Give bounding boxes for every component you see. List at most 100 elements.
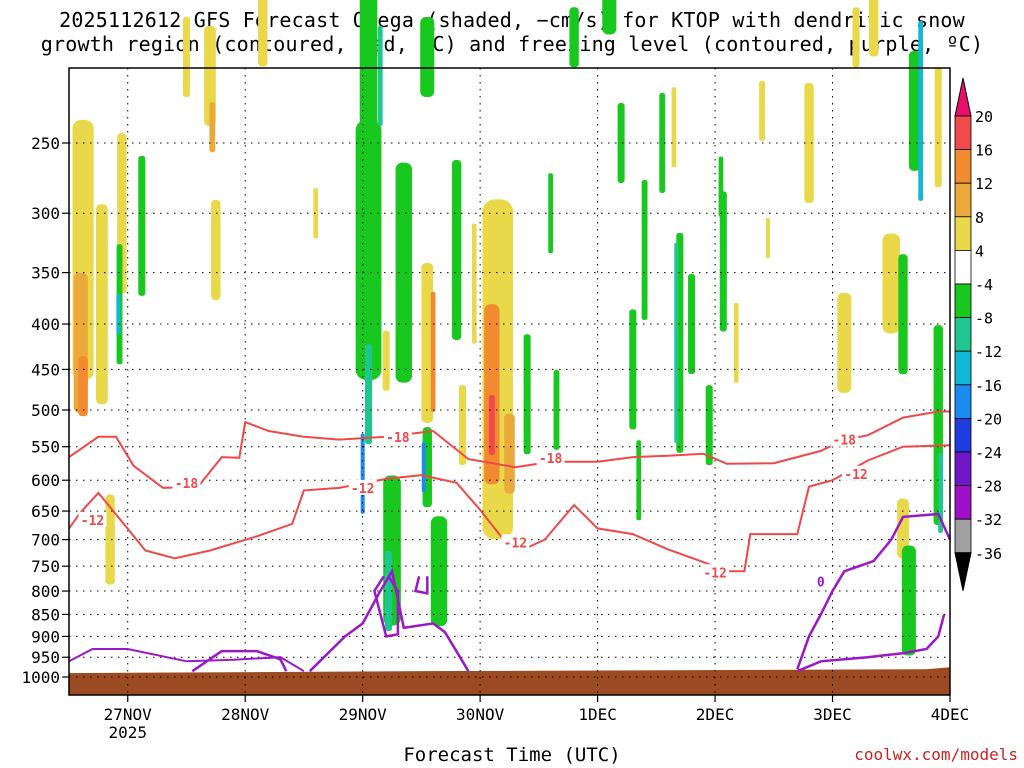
y-tick-label: 450 <box>31 360 60 379</box>
contour-label: -18 <box>539 452 563 467</box>
y-tick-label: 700 <box>31 531 60 550</box>
colorbar-bin <box>954 182 972 218</box>
omega-cell <box>897 498 909 559</box>
x-tick-label: 30NOV <box>456 705 505 724</box>
omega-cell <box>504 413 515 494</box>
colorbar-tick-label: -32 <box>975 511 1002 529</box>
omega-cell <box>617 103 625 183</box>
omega-shading <box>69 0 950 695</box>
omega-cell <box>484 304 500 485</box>
colorbar-tick-label: 20 <box>975 108 993 126</box>
omega-cell <box>938 452 943 533</box>
omega-cell <box>671 87 677 168</box>
omega-cell <box>451 159 462 340</box>
omega-cell <box>384 551 393 632</box>
omega-cell <box>602 0 617 35</box>
colorbar: 20 16 12 8 4 -4 -8 -12 -16 -20 -24 -28 -32 -36 <box>954 77 1002 591</box>
colorbar-bin <box>954 451 972 486</box>
x-axis-label: Forecast Time (UTC) <box>403 744 621 766</box>
omega-cell <box>395 162 413 383</box>
omega-cell <box>629 309 637 430</box>
omega-cell <box>420 17 435 98</box>
y-tick-label: 1000 <box>21 668 60 687</box>
omega-cell <box>688 274 696 375</box>
omega-cell <box>759 80 765 141</box>
colorbar-tick-label: -4 <box>975 276 993 294</box>
contour-label: -12 <box>844 468 867 483</box>
omega-cell <box>430 516 448 627</box>
colorbar-bin <box>954 317 972 352</box>
x-tick-label: 3DEC <box>813 705 852 724</box>
contour-label-bg <box>842 465 871 481</box>
omega-cell <box>204 25 216 126</box>
y-tick-label: 900 <box>31 627 60 646</box>
omega-cell <box>908 50 921 171</box>
contour-label-bg <box>536 449 565 465</box>
colorbar-bin <box>954 518 972 554</box>
omega-cell <box>365 344 373 445</box>
omega-cell <box>360 433 365 514</box>
colorbar-tick-label: 12 <box>975 175 993 193</box>
omega-cell <box>488 395 495 456</box>
contour-label: -18 <box>386 431 410 446</box>
contour-label: -12 <box>703 566 726 581</box>
omega-cell <box>553 370 560 450</box>
omega-cell <box>765 218 770 259</box>
x-tick-label: 27NOV <box>104 705 153 724</box>
x-tick-sublabel: 2025 <box>108 723 147 742</box>
omega-cell <box>258 0 268 67</box>
y-axis: 250 300 350 400 450 500 550 600 650 700 750 800 850 9… <box>21 134 69 687</box>
contour-label: 0 <box>817 575 825 590</box>
contour-label: -18 <box>175 477 199 492</box>
omega-cell <box>96 204 108 405</box>
contour-label-bg <box>348 479 377 495</box>
y-tick-label: 250 <box>31 134 60 153</box>
y-tick-label: 600 <box>31 471 60 490</box>
freezing-level-contour <box>796 614 946 673</box>
omega-cell <box>138 155 146 296</box>
omega-cell <box>421 262 434 423</box>
credit-link[interactable]: coolwx.com/models <box>854 745 1018 764</box>
freezing-level-contour <box>796 512 952 670</box>
y-tick-label: 500 <box>31 401 60 420</box>
omega-cell <box>641 179 648 320</box>
y-tick-label: 850 <box>31 605 60 624</box>
y-tick-label: 300 <box>31 204 60 223</box>
y-tick-label: 350 <box>31 264 60 283</box>
chart-title-line-2: growth region (contoured, red, ºC) and f… <box>40 32 984 56</box>
colorbar-tick-label: -36 <box>975 545 1002 563</box>
colorbar-arrow-top <box>954 77 972 117</box>
omega-cell <box>901 545 916 656</box>
colorbar-bin <box>954 216 972 251</box>
x-tick-label: 2DEC <box>696 705 735 724</box>
y-tick-label: 550 <box>31 438 60 457</box>
colorbar-tick-label: -20 <box>975 410 1002 428</box>
omega-cell <box>382 330 390 391</box>
omega-cell <box>719 191 727 332</box>
contour-label: -12 <box>504 536 527 551</box>
contours: -18 -18 -18 -18 -12 -12 -12 -12 -12 0 <box>68 410 952 673</box>
omega-cell <box>733 302 739 383</box>
colorbar-tick-label: -12 <box>975 343 1002 361</box>
omega-cell <box>636 440 642 521</box>
omega-cell <box>182 17 190 98</box>
omega-cell <box>105 494 115 585</box>
contour-label-bg <box>701 564 730 580</box>
colorbar-bin <box>954 115 972 150</box>
omega-cell <box>313 188 319 239</box>
omega-cell <box>918 20 923 201</box>
colorbar-bin <box>954 384 972 419</box>
contour-label-bg <box>78 511 107 527</box>
colorbar-bin <box>954 249 972 285</box>
colorbar-tick-label: -24 <box>975 444 1002 462</box>
y-tick-label: 950 <box>31 648 60 667</box>
y-tick-label: 400 <box>31 315 60 334</box>
omega-cell <box>934 67 942 188</box>
ground-terrain <box>69 667 950 695</box>
x-tick-label: 1DEC <box>578 705 617 724</box>
freezing-level-contour <box>191 649 288 673</box>
colorbar-bin <box>954 283 972 318</box>
omega-cell <box>116 294 121 335</box>
